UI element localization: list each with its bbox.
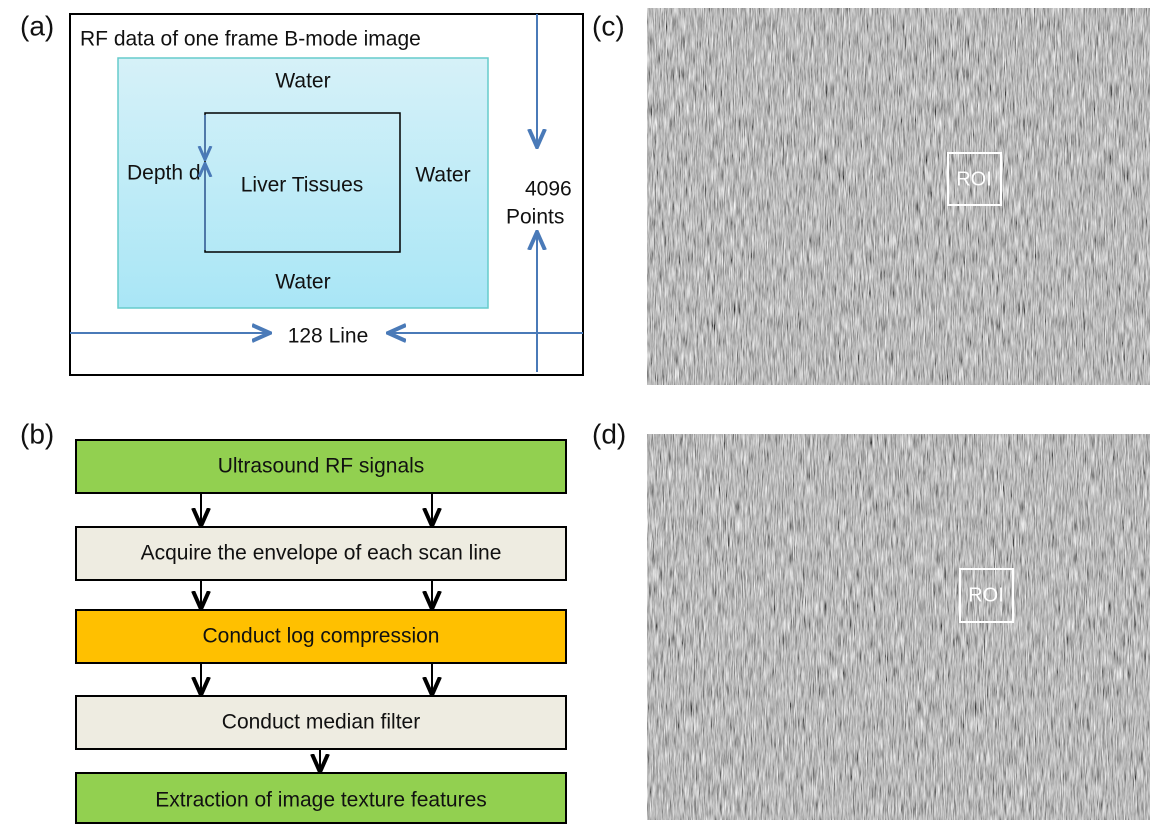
water-label: Water bbox=[275, 70, 330, 93]
step-label: Acquire the envelope of each scan line bbox=[141, 542, 502, 565]
ultrasound-image bbox=[647, 8, 1150, 385]
points-label: 4096 bbox=[525, 178, 572, 201]
panel-label: (a) bbox=[20, 10, 54, 41]
points-label: Points bbox=[506, 206, 564, 229]
roi-label: ROI bbox=[956, 168, 992, 190]
water-label: Water bbox=[415, 164, 470, 187]
depth-label: Depth d bbox=[127, 162, 201, 185]
figure: (a) RF data of one frame B-mode image Wa… bbox=[0, 0, 1156, 824]
lines-label: 128 Line bbox=[288, 325, 369, 348]
water-label: Water bbox=[275, 271, 330, 294]
roi-label: ROI bbox=[968, 584, 1004, 606]
panel-label: (c) bbox=[592, 10, 625, 41]
step-label: Ultrasound RF signals bbox=[218, 455, 425, 478]
panel-label: (b) bbox=[20, 418, 54, 449]
ultrasound-image bbox=[647, 434, 1150, 820]
step-label: Extraction of image texture features bbox=[155, 789, 487, 812]
tissue-label: Liver Tissues bbox=[241, 174, 364, 197]
frame-title: RF data of one frame B-mode image bbox=[80, 28, 421, 51]
panel-label: (d) bbox=[592, 418, 626, 449]
step-label: Conduct log compression bbox=[203, 625, 440, 648]
step-label: Conduct median filter bbox=[222, 711, 420, 734]
